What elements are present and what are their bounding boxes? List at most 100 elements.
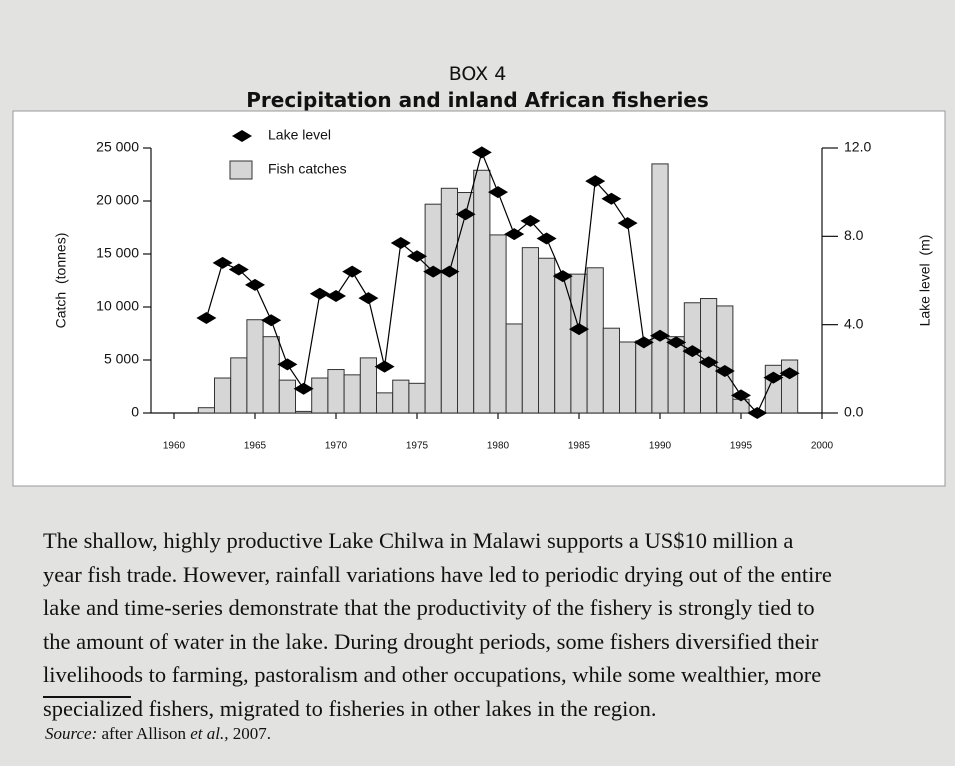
marker (374, 360, 395, 373)
body-text: The shallow, highly productive Lake Chil… (43, 524, 832, 725)
y-tick-label: 25 000 (96, 139, 139, 155)
marker (666, 336, 687, 349)
marker (439, 265, 460, 278)
marker (245, 278, 265, 291)
source-year: 2007. (228, 724, 272, 743)
marker (228, 263, 249, 276)
bar (343, 374, 361, 414)
bar (521, 247, 539, 414)
box-title: Precipitation and inland African fisheri… (246, 88, 709, 112)
marker (714, 365, 735, 378)
source: Source: after Allison et al., 2007. (45, 724, 271, 744)
marker (504, 228, 525, 241)
legend-label: Lake level (268, 127, 331, 143)
marker (407, 250, 427, 263)
body-line: specialized fishers, migrated to fisheri… (43, 695, 657, 721)
x-tick-label: 1990 (649, 441, 672, 452)
source-label: Source: (45, 724, 98, 743)
bar (295, 410, 313, 414)
marker (261, 314, 282, 327)
marker (326, 289, 346, 302)
marker (552, 270, 573, 283)
bar (392, 379, 410, 414)
marker (293, 382, 314, 395)
bar (602, 327, 620, 414)
bar (262, 336, 280, 414)
y-tick-label: 15 000 (96, 245, 139, 261)
x-tick-label: 1995 (730, 441, 753, 452)
marker (358, 292, 379, 305)
marker (779, 367, 800, 380)
legend-marker (232, 130, 252, 142)
body-line: year fish trade. However, rainfall varia… (43, 561, 832, 587)
x-tick-label: 1960 (163, 441, 186, 452)
bar (651, 163, 669, 414)
marker (536, 232, 557, 245)
x-tick-label: 1980 (487, 441, 510, 452)
box-label: BOX 4 (448, 63, 507, 85)
marker (390, 236, 411, 249)
bar (505, 323, 523, 414)
bar (327, 369, 345, 414)
body-line: The shallow, highly productive Lake Chil… (43, 528, 794, 553)
marker (698, 356, 719, 369)
bar (716, 305, 734, 414)
marker (682, 345, 703, 358)
marker (520, 214, 541, 227)
y2-tick-label: 4.0 (844, 315, 864, 331)
bar (376, 392, 394, 414)
marker (601, 192, 622, 205)
marker (309, 287, 330, 300)
marker (196, 312, 217, 325)
y-tick-label: 0 (131, 404, 139, 420)
x-tick-label: 1965 (244, 441, 267, 452)
marker (633, 336, 654, 349)
marker (488, 186, 508, 199)
x-tick-label: 1975 (406, 441, 429, 452)
bar (489, 234, 507, 414)
bar (473, 169, 491, 414)
bar (214, 377, 232, 414)
marker (342, 265, 363, 278)
bar (538, 257, 556, 414)
bar (311, 377, 329, 414)
y2-tick-label: 12.0 (844, 139, 871, 155)
y-tick-label: 5 000 (104, 351, 139, 367)
marker (569, 323, 589, 336)
bar (570, 273, 588, 414)
bar (246, 319, 264, 414)
marker (423, 265, 444, 278)
x-tick-label: 2000 (811, 441, 834, 452)
marker (277, 358, 298, 371)
bar (408, 382, 426, 414)
bar (278, 379, 296, 414)
body-line: lake and time-series demonstrate that th… (43, 595, 815, 620)
marker (585, 175, 606, 188)
bar (457, 192, 475, 414)
y-tick-label: 10 000 (96, 298, 139, 314)
legend-label: Fish catches (268, 161, 347, 177)
source-rule (43, 696, 131, 698)
bar (635, 340, 653, 414)
marker (763, 371, 784, 384)
y-axis-label: Catch (tonnes) (53, 233, 69, 329)
marker (650, 329, 670, 342)
marker (747, 407, 768, 419)
x-tick-label: 1970 (325, 441, 348, 452)
y2-axis-label: Lake level (m) (917, 235, 933, 327)
marker (455, 208, 476, 221)
marker (212, 256, 233, 269)
bar (700, 298, 718, 414)
y-tick-label: 20 000 (96, 192, 139, 208)
bar (586, 267, 604, 414)
body-line: livelihoods to farming, pastoralism and … (43, 662, 822, 687)
legend-swatch (229, 160, 253, 180)
body-line: the amount of water in the lake. During … (43, 628, 819, 654)
bar (619, 341, 637, 414)
bar (440, 187, 458, 414)
marker (617, 217, 638, 230)
source-text: after Allison (97, 724, 191, 743)
bar (683, 302, 701, 414)
